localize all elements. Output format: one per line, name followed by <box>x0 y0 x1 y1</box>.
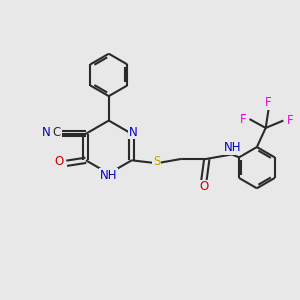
Text: NH: NH <box>100 169 118 182</box>
Text: N: N <box>42 126 51 139</box>
Text: NH: NH <box>224 141 241 154</box>
Text: O: O <box>55 155 64 168</box>
Text: S: S <box>153 155 160 168</box>
Text: O: O <box>199 180 208 193</box>
Text: C: C <box>52 126 61 139</box>
Text: N: N <box>129 126 138 139</box>
Text: F: F <box>240 112 246 126</box>
Text: F: F <box>286 114 293 127</box>
Text: F: F <box>265 96 272 110</box>
